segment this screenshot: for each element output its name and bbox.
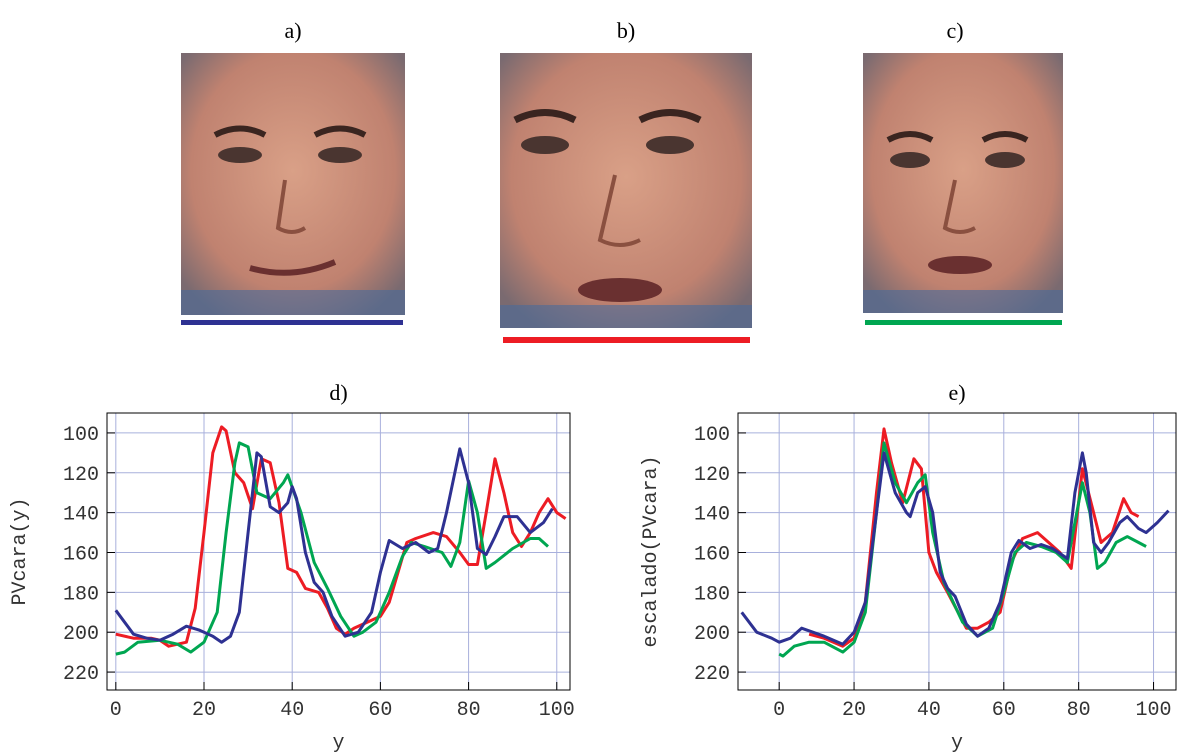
y-tick-label: 220 [694,663,730,686]
x-tick-label: 40 [917,699,941,722]
underline [865,320,1062,325]
data-line [808,427,1140,648]
y-tick-label: 160 [694,543,730,566]
data-line [114,447,554,644]
y-tick-label: 120 [63,464,99,487]
y-tick-label: 100 [694,424,730,447]
panel-label: a) [284,18,301,43]
x-tick-label: 0 [773,699,785,722]
x-tick-label: 20 [192,699,216,722]
chart-title: e) [948,380,965,405]
y-tick-label: 160 [63,543,99,566]
y-tick-label: 180 [63,583,99,606]
face-image [500,53,752,328]
plot-frame [737,412,1177,691]
underline [181,320,403,325]
x-tick-label: 0 [110,699,122,722]
y-tick-label: 120 [694,464,730,487]
x-tick-label: 100 [539,699,575,722]
y-tick-label: 180 [694,583,730,606]
x-axis-label: y [951,732,963,754]
y-tick-label: 140 [694,504,730,527]
y-tick-label: 220 [63,663,99,686]
underline [503,337,750,343]
y-axis-label: escalado(PVcara) [640,455,663,647]
panel-label: c) [946,18,963,43]
chart-title: d) [329,380,347,405]
x-tick-label: 80 [1067,699,1091,722]
x-tick-label: 100 [1136,699,1172,722]
face-image [181,53,405,315]
panel-label: b) [617,18,635,43]
y-tick-label: 100 [63,424,99,447]
data-line [778,441,1147,658]
y-tick-label: 140 [63,504,99,527]
data-line [740,451,1170,646]
x-axis-label: y [332,732,344,754]
x-tick-label: 60 [368,699,392,722]
face-image [863,53,1063,313]
y-axis-label: PVcara(y) [9,497,32,605]
x-tick-label: 60 [992,699,1016,722]
x-tick-label: 80 [457,699,481,722]
y-tick-label: 200 [63,623,99,646]
x-tick-label: 20 [842,699,866,722]
x-tick-label: 40 [280,699,304,722]
data-line [115,441,550,656]
y-tick-label: 200 [694,623,730,646]
plot-frame [106,412,571,691]
